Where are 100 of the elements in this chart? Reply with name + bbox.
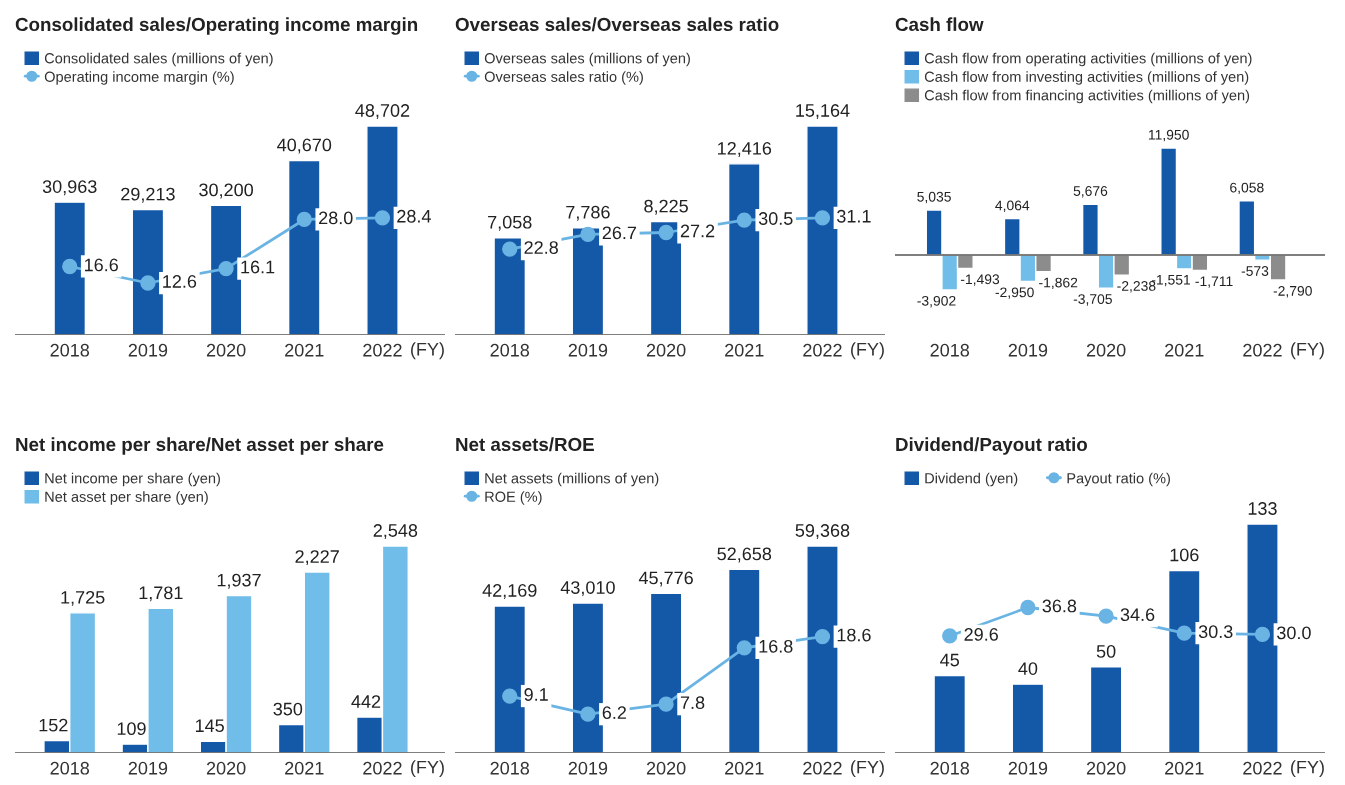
point: [374, 210, 391, 226]
point: [736, 212, 752, 228]
x-tick-label: 2019: [1008, 343, 1048, 357]
legend-label: Cash flow from investing activities (millions of yen): [924, 71, 1249, 85]
data-label: 5,676: [1073, 186, 1108, 198]
data-label: 22.8: [524, 241, 558, 254]
bar: [925, 209, 943, 256]
data-label: -2,950: [995, 287, 1034, 299]
point: [736, 640, 752, 656]
x-tick-label: 2021: [1165, 343, 1204, 357]
x-axis-title: (FY): [1291, 760, 1324, 778]
legend-label: Net assets (millions of yen): [485, 472, 659, 487]
x-tick-label: 2019: [1008, 761, 1048, 775]
data-label: 16.6: [84, 258, 118, 272]
chart-title: Net income per share/Net asset per share: [16, 437, 384, 455]
x-tick-label: 2020: [646, 343, 686, 357]
point: [62, 258, 78, 275]
data-label: 152: [39, 718, 68, 732]
x-tick-label: 2020: [206, 343, 246, 357]
data-label: 43,010: [560, 581, 615, 597]
x-axis-title: (FY): [851, 760, 884, 778]
data-label: 27.2: [680, 224, 715, 238]
data-label: 350: [273, 702, 303, 716]
data-label: 4,064: [995, 200, 1030, 212]
bar: [933, 674, 967, 753]
point: [140, 275, 156, 291]
data-label: 1,781: [139, 586, 183, 602]
bar: [1160, 147, 1178, 256]
x-tick-label: 2020: [206, 761, 246, 775]
chart-title: Consolidated sales/Operating income margin: [15, 17, 418, 35]
x-tick-label: 2018: [930, 761, 970, 775]
data-label: -1,711: [1195, 276, 1233, 288]
x-tick-label: 2018: [930, 343, 970, 357]
data-label: 59,368: [795, 524, 850, 540]
x-tick-label: 2022: [803, 343, 842, 357]
bar: [1089, 666, 1123, 753]
legend-label: Net asset per share (yen): [45, 491, 208, 505]
data-label: 18.6: [837, 628, 871, 642]
legend-label: Net income per share (yen): [45, 472, 220, 487]
data-label: -1,493: [960, 274, 1000, 286]
legend-label: Overseas sales ratio (%): [484, 71, 643, 85]
legend-label: Cash flow from operating activities (millions of yen): [924, 52, 1252, 67]
data-label: -2,790: [1273, 285, 1312, 298]
data-label: -3,705: [1073, 294, 1112, 306]
data-label: 42,169: [482, 584, 537, 599]
legend-label: ROE (%): [485, 491, 542, 505]
data-label: 12,416: [718, 141, 772, 157]
point: [296, 211, 312, 228]
point: [1098, 608, 1114, 624]
x-tick-label: 2020: [1086, 343, 1126, 357]
x-axis-title: (FY): [1291, 342, 1324, 360]
data-label: -573: [1241, 266, 1269, 276]
chart-title: Overseas sales/Overseas sales ratio: [455, 17, 779, 32]
data-label: 30.5: [758, 212, 793, 225]
data-label: 2,227: [295, 550, 339, 566]
x-tick-label: 2019: [128, 343, 168, 357]
data-label: 29,213: [121, 187, 175, 203]
x-tick-label: 2022: [363, 761, 402, 775]
data-label: 28.0: [319, 211, 353, 225]
point: [218, 260, 234, 277]
data-label: 442: [351, 695, 381, 708]
data-label: 106: [1170, 548, 1199, 562]
legend-label: Consolidated sales (millions of yen): [44, 52, 273, 67]
data-label: 109: [117, 722, 146, 736]
data-label: 145: [195, 719, 224, 733]
data-label: 28.4: [397, 209, 431, 223]
legend-label: Cash flow from financing activities (millions of yen): [924, 89, 1250, 104]
point: [658, 224, 674, 241]
x-tick-label: 2018: [490, 343, 530, 357]
chart-title: Dividend/Payout ratio: [896, 437, 1087, 455]
chart-title: Net assets/ROE: [456, 437, 594, 452]
point: [658, 696, 674, 712]
x-tick-label: 2020: [646, 761, 686, 775]
data-label: 36.8: [1042, 599, 1077, 613]
x-tick-label: 2022: [803, 761, 842, 775]
x-tick-label: 2021: [285, 343, 324, 357]
data-label: -1,862: [1039, 277, 1078, 290]
x-axis-title: (FY): [411, 342, 444, 360]
point: [814, 210, 831, 226]
data-label: 7,058: [488, 215, 532, 231]
data-label: 40,670: [277, 138, 332, 154]
data-label: 1,937: [217, 573, 261, 589]
point: [502, 241, 518, 257]
x-tick-label: 2019: [568, 761, 608, 775]
x-tick-label: 2020: [1086, 761, 1126, 775]
data-label: 5,035: [917, 191, 951, 204]
data-label: 12.6: [163, 275, 197, 288]
bar: [1011, 683, 1045, 753]
data-label: 45: [940, 653, 960, 667]
data-label: 2,548: [373, 524, 418, 540]
bar: [1238, 200, 1256, 256]
point: [580, 706, 596, 722]
data-label: 48,702: [355, 104, 410, 120]
x-tick-label: 2021: [725, 343, 764, 357]
data-label: 34.6: [1120, 608, 1155, 622]
data-label: 29.6: [964, 628, 998, 641]
point: [580, 226, 596, 243]
data-label: 6,058: [1230, 182, 1264, 195]
legend-label: Overseas sales (millions of yen): [484, 52, 690, 67]
data-label: 1,725: [61, 590, 105, 606]
